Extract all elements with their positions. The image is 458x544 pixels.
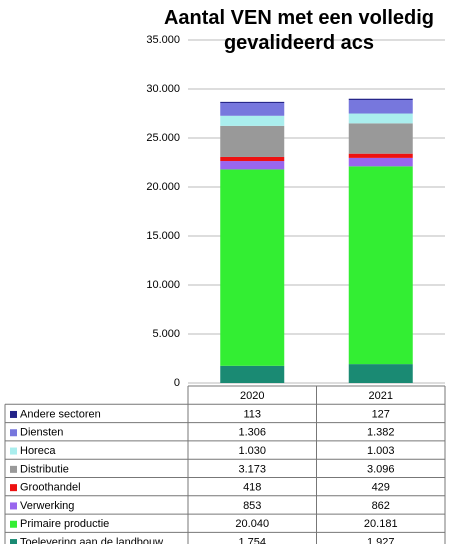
data-label: 853 [243, 500, 261, 512]
bar-segment [348, 99, 413, 114]
legend-swatch [10, 410, 17, 418]
data-label: 127 [372, 408, 390, 420]
data-label: 1.003 [367, 445, 395, 457]
legend-label: Toelevering aan de landbouw [20, 536, 163, 544]
bar-segment [220, 169, 285, 366]
chart-title: Aantal VEN met een volledig gevalideerd … [163, 7, 435, 54]
legend-label: Distributie [20, 463, 69, 475]
bar-segment [220, 161, 285, 170]
bar-segment [348, 98, 413, 100]
data-label: 3.096 [367, 463, 395, 475]
data-label: 1.306 [238, 427, 266, 439]
bar-segment [348, 113, 413, 124]
bar-segment [348, 166, 413, 365]
legend-swatch [10, 429, 17, 437]
bar-segment [348, 157, 413, 167]
y-tick-label: 30.000 [146, 83, 180, 95]
data-label: 862 [372, 500, 390, 512]
legend-swatch [10, 520, 17, 528]
bar-segment [220, 365, 285, 383]
legend-label: Andere sectoren [20, 408, 101, 420]
legend-swatch [10, 447, 17, 455]
y-tick-label: 35.000 [146, 34, 180, 46]
y-tick-label: 20.000 [146, 181, 180, 193]
y-tick-label: 15.000 [146, 230, 180, 242]
bar-segment [220, 101, 285, 103]
legend-label: Verwerking [20, 500, 74, 512]
data-label: 3.173 [238, 463, 266, 475]
bar-segment [220, 102, 285, 116]
legend-swatch [10, 465, 17, 473]
data-label: 1.927 [367, 536, 395, 544]
bar-segment [348, 364, 413, 383]
data-label: 1.030 [238, 445, 266, 457]
legend-swatch [10, 484, 17, 492]
x-tick-label: 2020 [240, 390, 264, 402]
data-label: 1.382 [367, 427, 395, 439]
x-tick-label: 2021 [369, 390, 393, 402]
bar-segment [220, 156, 285, 162]
bar-segment [220, 125, 285, 157]
legend-label: Horeca [20, 445, 56, 457]
y-tick-label: 5.000 [152, 328, 180, 340]
legend-swatch [10, 502, 17, 510]
y-tick-label: 10.000 [146, 279, 180, 291]
data-label: 1.754 [238, 536, 266, 544]
bar-segment [348, 153, 413, 158]
bar-segment [220, 115, 285, 126]
data-label: 20.181 [364, 518, 398, 530]
legend-label: Groothandel [20, 482, 81, 494]
y-tick-label: 0 [174, 377, 180, 389]
y-tick-label: 25.000 [146, 132, 180, 144]
legend-label: Diensten [20, 427, 63, 439]
bar-segment [348, 123, 413, 154]
data-label: 20.040 [235, 518, 269, 530]
legend-swatch [10, 539, 17, 544]
data-label: 418 [243, 482, 261, 494]
data-label: 113 [243, 408, 261, 420]
legend-label: Primaire productie [20, 518, 109, 530]
data-label: 429 [372, 482, 390, 494]
